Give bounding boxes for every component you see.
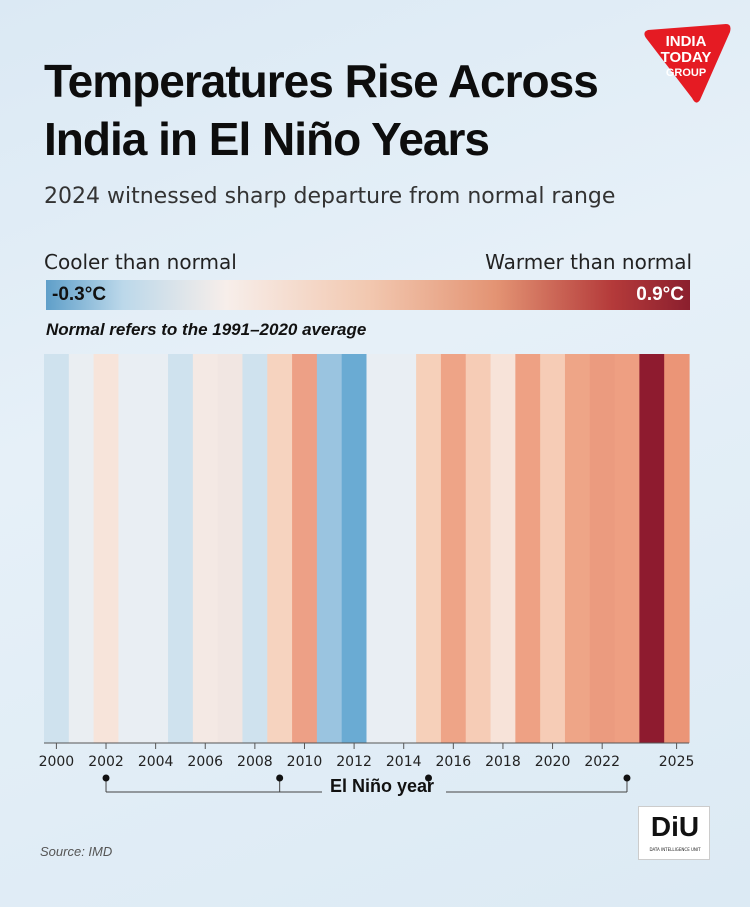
svg-text:GROUP: GROUP <box>666 67 706 79</box>
x-tick-label: 2002 <box>88 754 124 770</box>
stripe-2014 <box>391 354 417 743</box>
x-tick-label: 2012 <box>336 754 372 770</box>
scale-max-label: 0.9°C <box>636 284 684 305</box>
diu-logo: DiU DATA INTELLIGENCE UNIT <box>638 806 710 860</box>
stripe-2017 <box>465 354 492 743</box>
x-tick-label: 2014 <box>386 754 422 770</box>
x-tick-label: 2010 <box>287 754 323 770</box>
stripe-2021 <box>564 354 591 743</box>
stripe-2005 <box>168 354 194 743</box>
x-tick-label: 2000 <box>39 754 75 770</box>
stripe-2019 <box>515 354 541 743</box>
stripe-2025 <box>664 354 690 743</box>
x-tick-label: 2020 <box>535 754 571 770</box>
stripe-2006 <box>192 354 219 743</box>
stripe-2023 <box>614 354 640 743</box>
stripe-2004 <box>143 354 169 743</box>
chart-subtitle: 2024 witnessed sharp departure from norm… <box>44 184 616 209</box>
el-nino-marker-2015 <box>425 774 433 782</box>
x-tick-label: 2025 <box>659 754 695 770</box>
svg-text:TODAY: TODAY <box>661 49 712 66</box>
scale-cool-label: Cooler than normal <box>44 250 237 274</box>
india-today-logo: INDIA TODAY GROUP <box>644 24 731 103</box>
x-tick-label: 2016 <box>436 754 472 770</box>
stripe-2015 <box>416 354 442 743</box>
stripe-2001 <box>68 354 95 743</box>
chart-title: Temperatures Rise Across India in El Niñ… <box>44 55 599 165</box>
stripe-2009 <box>267 354 293 743</box>
stripe-2018 <box>490 354 516 743</box>
el-nino-marker-2002 <box>102 774 110 782</box>
stripe-2000 <box>44 354 70 743</box>
stripe-2013 <box>366 354 392 743</box>
x-tick-label: 2022 <box>584 754 620 770</box>
stripe-2011 <box>316 354 343 743</box>
x-tick-label: 2004 <box>138 754 174 770</box>
x-tick-label: 2008 <box>237 754 273 770</box>
el-nino-marker-2023 <box>623 774 631 782</box>
scale-min-label: -0.3°C <box>52 284 107 305</box>
stripe-2016 <box>440 354 467 743</box>
diu-logo-subtext: DATA INTELLIGENCE UNIT <box>649 847 701 852</box>
stripe-2020 <box>540 354 566 743</box>
x-tick-label: 2018 <box>485 754 521 770</box>
x-tick-label: 2006 <box>187 754 223 770</box>
stripe-2024 <box>639 354 665 743</box>
stripe-2007 <box>217 354 244 743</box>
source-text: Source: IMD <box>40 844 113 859</box>
color-scale-bar <box>46 280 690 310</box>
svg-text:INDIA: INDIA <box>666 33 707 50</box>
el-nino-label: El Niño year <box>330 776 435 796</box>
stripe-2012 <box>341 354 368 743</box>
diu-logo-text: DiU <box>650 811 700 842</box>
scale-warm-label: Warmer than normal <box>485 250 692 274</box>
normal-note: Normal refers to the 1991–2020 average <box>46 320 367 339</box>
stripe-2002 <box>93 354 120 743</box>
stripe-2022 <box>589 354 616 743</box>
el-nino-marker-2009 <box>276 774 284 782</box>
stripe-2008 <box>242 354 268 743</box>
stripe-2003 <box>118 354 144 743</box>
stripe-2010 <box>292 354 318 743</box>
